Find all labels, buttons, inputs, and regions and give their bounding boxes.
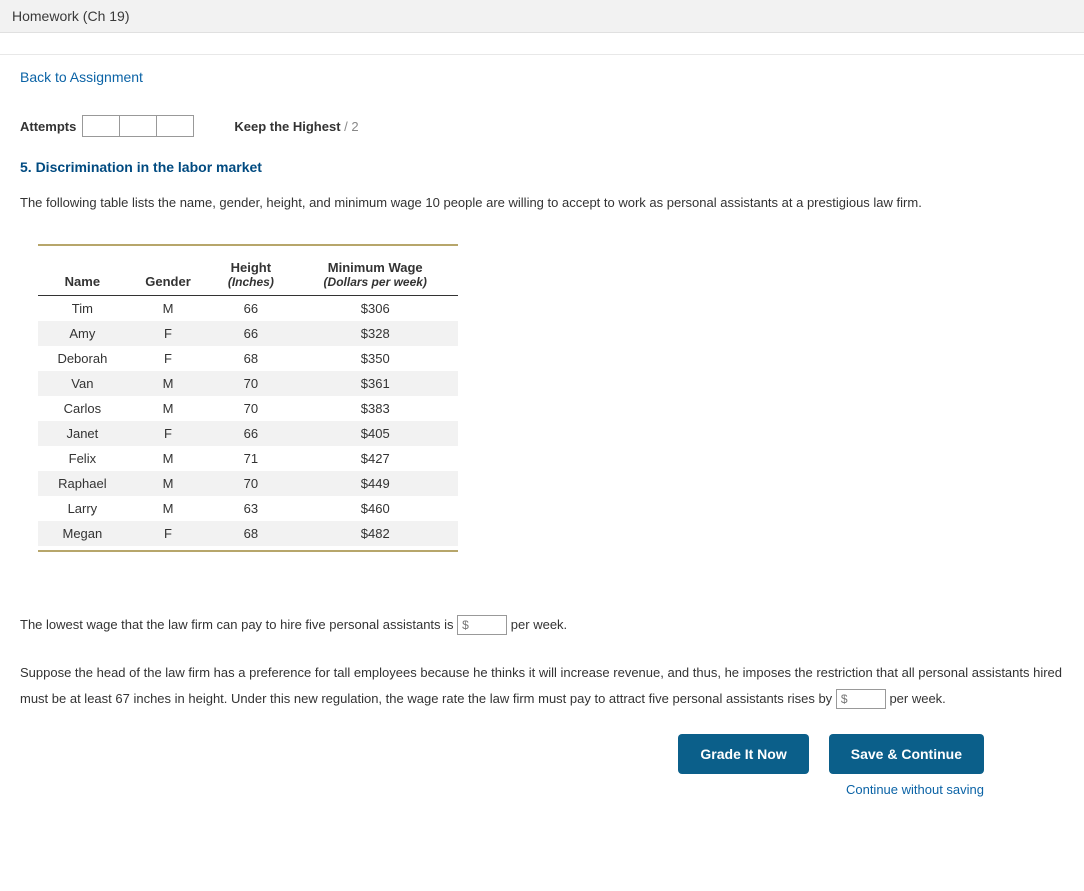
title-bar: Homework (Ch 19)	[0, 0, 1084, 33]
q2-input[interactable]	[836, 689, 886, 709]
col-wage-main: Minimum Wage	[328, 260, 423, 275]
q2-post: per week.	[889, 691, 945, 706]
table-top-rule	[38, 244, 458, 246]
cell-name: Felix	[38, 446, 127, 471]
cell-gender: F	[127, 321, 210, 346]
back-to-assignment-link[interactable]: Back to Assignment	[20, 69, 143, 85]
cell-gender: M	[127, 496, 210, 521]
cell-wage: $306	[292, 295, 458, 321]
col-wage-sub: (Dollars per week)	[298, 275, 452, 289]
q1-pre: The lowest wage that the law firm can pa…	[20, 617, 454, 632]
cell-height: 68	[209, 346, 292, 371]
col-height: Height (Inches)	[209, 256, 292, 296]
attempts-label: Attempts	[20, 119, 76, 134]
page-title: Homework (Ch 19)	[12, 8, 129, 24]
data-table-wrap: Name Gender Height (Inches) Minimum Wage…	[38, 244, 458, 552]
cell-height: 70	[209, 471, 292, 496]
cell-wage: $482	[292, 521, 458, 546]
cell-name: Deborah	[38, 346, 127, 371]
table-bottom-rule	[38, 550, 458, 552]
keep-highest-value: 2	[351, 119, 358, 134]
table-row: RaphaelM70$449	[38, 471, 458, 496]
spacer-bar	[0, 37, 1084, 55]
cell-name: Carlos	[38, 396, 127, 421]
cell-name: Megan	[38, 521, 127, 546]
cell-height: 68	[209, 521, 292, 546]
cell-name: Larry	[38, 496, 127, 521]
attempt-box-1[interactable]	[82, 115, 120, 137]
continue-without-saving-wrap: Continue without saving	[20, 782, 984, 797]
keep-highest-label: Keep the Highest	[234, 119, 340, 134]
question-intro: The following table lists the name, gend…	[20, 191, 1064, 216]
cell-height: 70	[209, 396, 292, 421]
table-row: TimM66$306	[38, 295, 458, 321]
cell-height: 63	[209, 496, 292, 521]
buttons-row: Grade It Now Save & Continue	[20, 734, 984, 774]
cell-height: 66	[209, 295, 292, 321]
col-height-main: Height	[231, 260, 271, 275]
cell-wage: $405	[292, 421, 458, 446]
cell-wage: $328	[292, 321, 458, 346]
cell-name: Van	[38, 371, 127, 396]
cell-name: Tim	[38, 295, 127, 321]
question-heading: 5. Discrimination in the labor market	[20, 159, 1064, 175]
question2-line: Suppose the head of the law firm has a p…	[20, 660, 1064, 712]
cell-gender: M	[127, 396, 210, 421]
cell-wage: $350	[292, 346, 458, 371]
attempt-box-2[interactable]	[119, 115, 157, 137]
cell-wage: $383	[292, 396, 458, 421]
continue-without-saving-link[interactable]: Continue without saving	[846, 782, 984, 797]
attempt-boxes	[82, 115, 194, 137]
table-row: DeborahF68$350	[38, 346, 458, 371]
col-gender: Gender	[127, 256, 210, 296]
attempts-row: Attempts Keep the Highest / 2	[20, 115, 1064, 137]
cell-wage: $449	[292, 471, 458, 496]
table-row: MeganF68$482	[38, 521, 458, 546]
col-name: Name	[38, 256, 127, 296]
question1-line: The lowest wage that the law firm can pa…	[20, 612, 1064, 638]
col-gender-label: Gender	[145, 274, 191, 289]
table-row: CarlosM70$383	[38, 396, 458, 421]
q1-post: per week.	[511, 617, 567, 632]
col-height-sub: (Inches)	[215, 275, 286, 289]
question-block: The lowest wage that the law firm can pa…	[20, 612, 1064, 712]
table-header-row: Name Gender Height (Inches) Minimum Wage…	[38, 256, 458, 296]
cell-gender: M	[127, 295, 210, 321]
table-row: LarryM63$460	[38, 496, 458, 521]
cell-wage: $460	[292, 496, 458, 521]
cell-name: Amy	[38, 321, 127, 346]
table-row: JanetF66$405	[38, 421, 458, 446]
cell-wage: $427	[292, 446, 458, 471]
cell-gender: M	[127, 446, 210, 471]
cell-wage: $361	[292, 371, 458, 396]
cell-gender: M	[127, 471, 210, 496]
col-wage: Minimum Wage (Dollars per week)	[292, 256, 458, 296]
cell-gender: M	[127, 371, 210, 396]
save-continue-button[interactable]: Save & Continue	[829, 734, 984, 774]
cell-height: 66	[209, 421, 292, 446]
table-row: VanM70$361	[38, 371, 458, 396]
cell-height: 71	[209, 446, 292, 471]
keep-highest-slash: /	[344, 119, 348, 134]
cell-name: Janet	[38, 421, 127, 446]
content-area: Back to Assignment Attempts Keep the Hig…	[0, 55, 1084, 817]
cell-gender: F	[127, 421, 210, 446]
keep-highest: Keep the Highest / 2	[234, 119, 358, 134]
cell-gender: F	[127, 521, 210, 546]
data-table: Name Gender Height (Inches) Minimum Wage…	[38, 256, 458, 546]
col-name-label: Name	[65, 274, 100, 289]
cell-gender: F	[127, 346, 210, 371]
table-row: FelixM71$427	[38, 446, 458, 471]
cell-height: 70	[209, 371, 292, 396]
cell-name: Raphael	[38, 471, 127, 496]
table-row: AmyF66$328	[38, 321, 458, 346]
attempt-box-3[interactable]	[156, 115, 194, 137]
grade-it-now-button[interactable]: Grade It Now	[678, 734, 808, 774]
cell-height: 66	[209, 321, 292, 346]
q1-input[interactable]	[457, 615, 507, 635]
